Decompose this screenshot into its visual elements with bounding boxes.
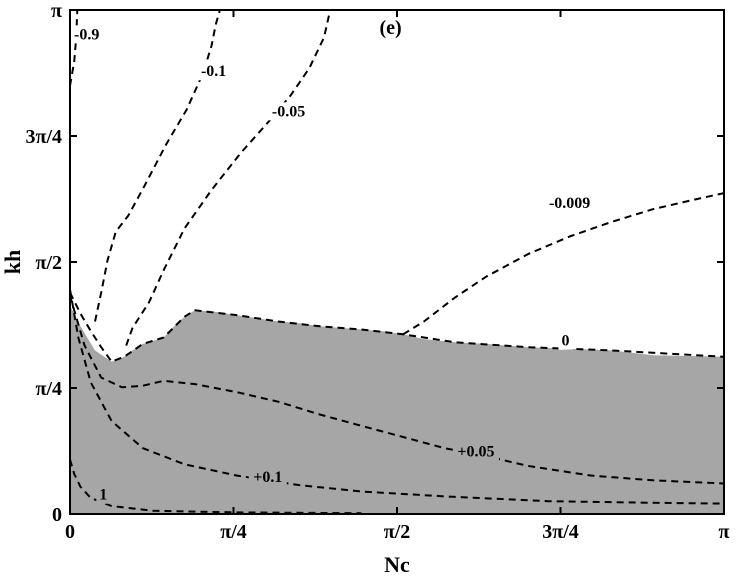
x-axis-label: Nc [384,552,410,577]
contour-labels-layer: -0.9 -0.1 -0.05 -0.009 0 +0.05 +0.1 1 [67,25,597,504]
contour-label-bg [558,331,573,350]
x-tick-label: 3π/4 [542,521,579,543]
x-tick-label: π [719,521,730,543]
contour-label-bg [96,485,111,504]
contour-label: +0.1 [253,469,282,486]
contour-line [69,459,362,515]
contour-label-bg [452,442,499,461]
y-tick-label: 3π/4 [25,126,62,148]
contour-label-bg [265,102,312,121]
contour-line [94,9,221,322]
y-tick-label: π/2 [35,252,62,274]
contour-line [69,9,79,86]
contour-line [125,9,332,346]
ticks-layer: 0 π/4 π/2 3π/4 π 0 π/4 π/2 3π/4 π [25,0,729,543]
contour-label: -0.9 [74,26,99,43]
contour-lines-layer [69,9,725,515]
contour-label: +0.05 [457,443,494,460]
contour-label-bg [248,468,287,487]
y-tick-label: 0 [52,504,62,526]
contour-line [69,289,725,505]
contour-line [69,292,725,363]
panel-label: (e) [379,17,401,39]
y-tick-label: π/4 [35,378,62,400]
y-axis-label: kh [0,250,25,274]
contour-label: -0.1 [201,63,226,80]
contour-label: -0.009 [549,195,590,212]
shaded-region-layer [70,305,724,514]
x-tick-label: π/4 [220,521,247,543]
contour-line [402,192,725,336]
y-tick-label: π [51,0,62,22]
shaded-region [70,305,724,514]
contour-label: 0 [561,333,569,350]
contour-label-bg [542,193,597,212]
contour-label-bg [67,25,106,44]
x-tick-label: π/2 [384,521,411,543]
contour-line [69,295,725,485]
contour-label: -0.05 [272,103,305,120]
contour-label: 1 [99,487,107,504]
x-tick-label: 0 [65,521,75,543]
contour-label-bg [194,62,233,81]
